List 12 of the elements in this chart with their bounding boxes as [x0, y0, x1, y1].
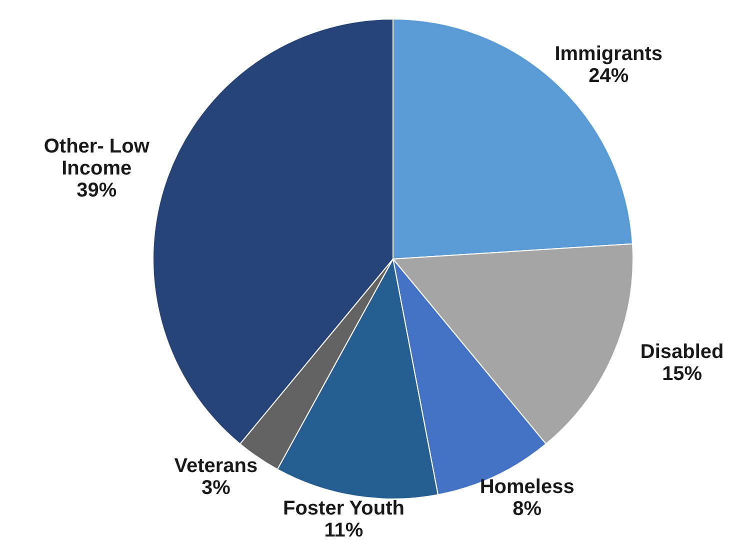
data-label: 39%	[76, 180, 117, 202]
slice-label: Homeless	[480, 476, 574, 498]
data-label: 3%	[201, 477, 231, 500]
data-label: 11%	[324, 520, 364, 542]
data-label: 24%	[588, 65, 629, 88]
slice-label: Veterans	[174, 455, 258, 478]
data-label: 8%	[512, 498, 542, 520]
slice-label: Foster Youth	[282, 498, 404, 520]
slice-label: Other- Low Income	[44, 136, 150, 180]
slice-label: Immigrants	[554, 43, 663, 66]
slice-label: Disabled	[640, 342, 724, 364]
data-label: 15%	[662, 364, 702, 386]
